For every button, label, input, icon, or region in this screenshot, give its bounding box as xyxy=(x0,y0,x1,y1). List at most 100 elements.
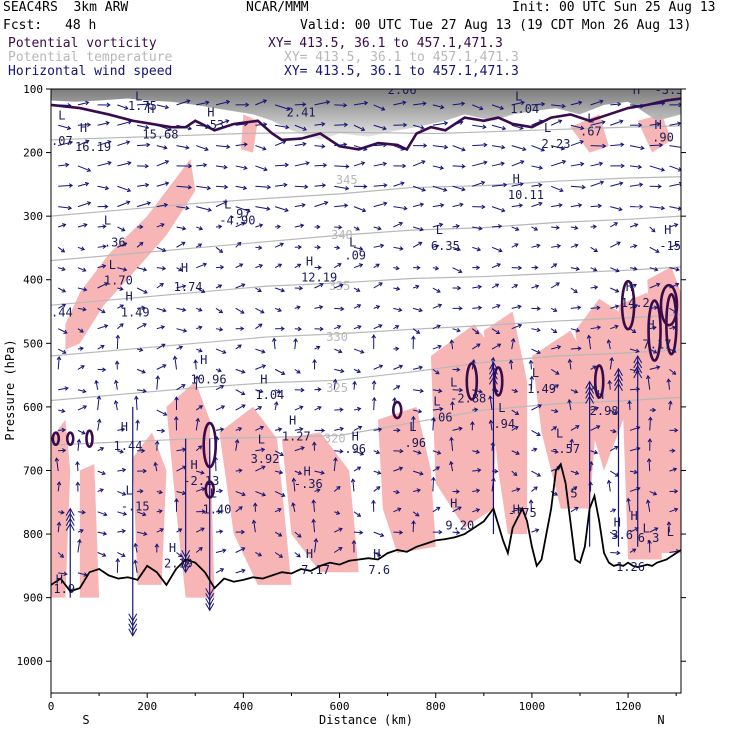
wind-vector xyxy=(156,376,159,390)
wind-arrowhead xyxy=(639,204,644,210)
wind-arrowhead xyxy=(139,488,144,494)
wind-vector xyxy=(647,500,651,512)
wind-vector xyxy=(610,222,618,228)
wind-arrowhead xyxy=(201,509,206,514)
wind-vector xyxy=(156,160,169,167)
extremum-label: H xyxy=(664,223,671,237)
wind-vector xyxy=(294,143,306,147)
wind-arrowhead xyxy=(262,99,268,104)
wind-vector xyxy=(590,181,604,187)
wind-arrowhead xyxy=(578,203,583,208)
wind-arrowhead xyxy=(119,286,124,291)
wind-vector xyxy=(393,385,400,391)
wind-vector xyxy=(610,325,619,330)
wind-arrowhead xyxy=(517,323,523,328)
wind-vector xyxy=(472,161,487,167)
wind-vector xyxy=(334,409,343,411)
extremum-label: L xyxy=(126,484,133,498)
wind-arrowhead xyxy=(237,241,242,247)
wind-arrowhead xyxy=(302,126,308,131)
wind-arrowhead xyxy=(351,539,357,545)
wind-arrowhead xyxy=(99,488,104,493)
wind-arrowhead xyxy=(357,425,363,430)
wind-arrowhead xyxy=(356,512,362,517)
extremum-label: H xyxy=(207,105,214,119)
wind-arrowhead xyxy=(241,491,246,497)
wind-vector xyxy=(195,405,203,411)
center-title: NCAR/MMM xyxy=(246,0,309,15)
vertical-wind-arrowhead xyxy=(585,380,595,389)
wind-arrowhead xyxy=(83,223,88,228)
wind-arrowhead xyxy=(395,489,400,495)
wind-vector xyxy=(452,145,466,151)
wind-arrowhead xyxy=(435,466,440,471)
wind-vector xyxy=(629,104,644,107)
theta-contour-line xyxy=(51,349,681,402)
wind-vector xyxy=(215,436,218,451)
wind-vector xyxy=(215,348,226,354)
wind-arrowhead xyxy=(96,418,102,423)
humidity-region xyxy=(575,298,629,471)
wind-vector xyxy=(255,185,271,188)
wind-vector xyxy=(610,182,623,187)
wind-arrowhead xyxy=(457,285,462,291)
extremum-label: 12.19 xyxy=(301,271,337,285)
wind-vector xyxy=(58,104,71,107)
wind-vector xyxy=(195,547,203,553)
wind-vector xyxy=(235,222,245,228)
vertical-wind-arrowhead xyxy=(65,517,75,526)
wind-arrowhead xyxy=(164,104,170,110)
wind-arrowhead xyxy=(655,248,660,253)
wind-vector xyxy=(58,409,65,412)
wind-arrowhead xyxy=(419,388,424,394)
wind-arrowhead xyxy=(241,369,246,374)
wind-vector xyxy=(196,263,207,269)
wind-arrowhead xyxy=(474,407,479,413)
wind-arrowhead xyxy=(417,409,423,414)
extremum-label: L xyxy=(544,121,551,135)
wind-arrowhead xyxy=(377,427,383,432)
vertical-wind-arrowhead xyxy=(181,549,191,559)
wind-arrowhead xyxy=(416,488,421,493)
wind-arrowhead xyxy=(357,324,362,330)
wind-arrowhead xyxy=(456,367,461,372)
wind-vector xyxy=(472,450,480,453)
wind-vector xyxy=(117,121,132,126)
wind-arrowhead xyxy=(224,184,229,190)
extremum-label: L xyxy=(224,197,231,211)
humidity-region xyxy=(166,381,215,598)
wind-arrowhead xyxy=(658,142,664,148)
wind-vector xyxy=(334,427,344,431)
wind-vector xyxy=(590,100,603,106)
wind-arrowhead xyxy=(648,416,653,421)
wind-vector xyxy=(76,461,79,472)
x-axis-label: Distance (km) xyxy=(319,713,413,727)
wind-arrowhead xyxy=(181,284,187,289)
wind-arrowhead xyxy=(652,349,658,354)
wind-arrowhead xyxy=(223,200,228,205)
wind-vector xyxy=(432,204,444,208)
wind-arrowhead xyxy=(496,343,502,348)
wind-arrowhead xyxy=(122,511,128,516)
wind-vector xyxy=(472,489,480,492)
wind-vector xyxy=(452,267,462,273)
wind-arrowhead xyxy=(438,529,443,535)
wind-vector xyxy=(196,348,203,352)
wind-arrowhead xyxy=(534,284,540,289)
wind-vector xyxy=(235,547,245,553)
wind-arrowhead xyxy=(555,282,560,287)
wind-arrowhead xyxy=(458,387,464,393)
wind-arrowhead xyxy=(573,389,579,394)
wind-arrowhead xyxy=(133,559,138,564)
wind-vector xyxy=(570,204,582,208)
wind-arrowhead xyxy=(167,126,172,132)
wind-vector xyxy=(531,348,541,354)
wind-vector xyxy=(353,381,356,390)
wind-arrowhead xyxy=(336,245,341,250)
vertical-wind-arrowhead xyxy=(205,598,215,607)
wind-arrowhead xyxy=(220,405,226,410)
vertical-wind-arrowhead xyxy=(128,628,138,637)
wind-vector xyxy=(353,226,360,231)
wind-vector xyxy=(97,282,108,289)
wind-arrowhead xyxy=(115,334,121,339)
